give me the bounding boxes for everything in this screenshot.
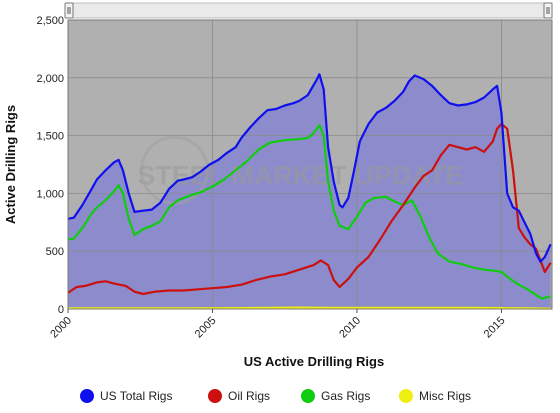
navigator-track bbox=[67, 2, 553, 19]
x-tick-label: 2005 bbox=[193, 315, 219, 341]
series-line-misc-rigs bbox=[68, 306, 551, 310]
legend-label-us-total-rigs[interactable]: US Total Rigs bbox=[100, 389, 172, 403]
x-tick-label: 2010 bbox=[337, 315, 363, 341]
y-tick-label: 2,000 bbox=[36, 73, 64, 85]
x-tick-label: 2015 bbox=[482, 315, 508, 341]
y-tick-label: 500 bbox=[46, 246, 64, 258]
series-line-gas-rigs bbox=[67, 124, 551, 300]
plot-border bbox=[67, 19, 553, 310]
legend-label-oil-rigs[interactable]: Oil Rigs bbox=[228, 389, 270, 403]
navigator-handle-right[interactable] bbox=[543, 2, 553, 19]
legend-label-gas-rigs[interactable]: Gas Rigs bbox=[321, 389, 370, 403]
y-tick-label: 2,500 bbox=[36, 15, 64, 27]
legend-label-misc-rigs[interactable]: Misc Rigs bbox=[419, 389, 471, 403]
series-line-oil-rigs bbox=[67, 122, 552, 296]
legend: US Total Rigs Oil Rigs Gas Rigs Misc Rigs bbox=[80, 389, 471, 403]
legend-marker-misc-rigs[interactable] bbox=[399, 389, 413, 403]
x-tick-label: 2000 bbox=[48, 315, 74, 341]
watermark-text: STEEL MARKET UPDATE bbox=[137, 161, 463, 191]
legend-marker-gas-rigs[interactable] bbox=[301, 389, 315, 403]
y-axis-title: Active Drilling Rigs bbox=[3, 105, 18, 224]
legend-marker-us-total-rigs[interactable] bbox=[80, 389, 94, 403]
y-tick-label: 1,000 bbox=[36, 188, 64, 200]
series-line-us-total-rigs bbox=[67, 73, 552, 263]
y-tick-label: 0 bbox=[58, 304, 64, 316]
legend-marker-oil-rigs[interactable] bbox=[208, 389, 222, 403]
plot-area: STEEL MARKET UPDATE bbox=[64, 2, 553, 310]
x-axis-title: US Active Drilling Rigs bbox=[244, 354, 384, 369]
total-area-fill bbox=[68, 74, 551, 309]
y-tick-label: 1,500 bbox=[36, 131, 64, 143]
navigator-handle-left[interactable] bbox=[64, 2, 74, 19]
